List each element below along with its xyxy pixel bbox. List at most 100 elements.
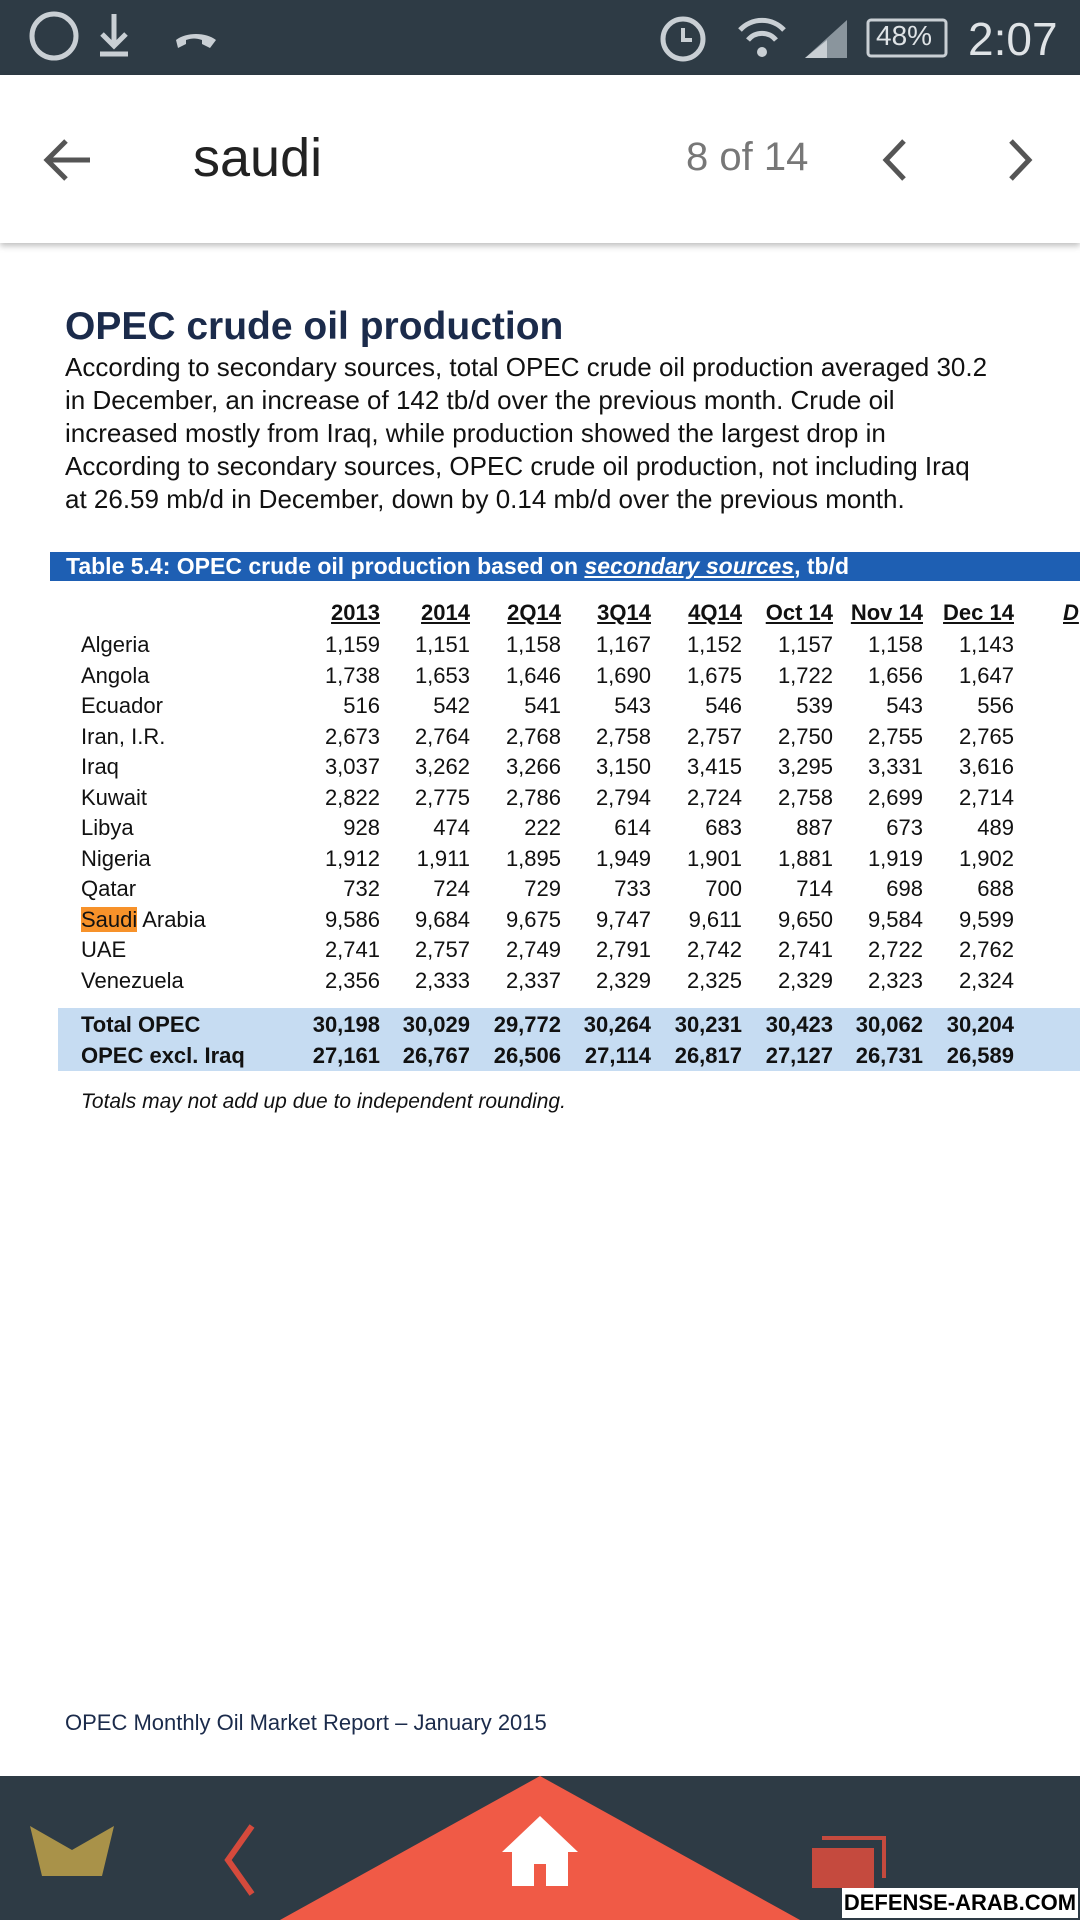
row-label: Libya bbox=[81, 815, 134, 840]
match-count: 8 of 14 bbox=[686, 135, 809, 179]
row-label: Kuwait bbox=[81, 784, 148, 810]
cell: 9,675 bbox=[505, 906, 561, 932]
cell: 2,762 bbox=[958, 937, 1014, 962]
cell: 1,911 bbox=[416, 845, 470, 871]
paragraph-line: increased mostly from Iraq, while produc… bbox=[65, 418, 886, 448]
cell: 1,152 bbox=[686, 632, 742, 657]
battery-level: 48% bbox=[876, 20, 933, 51]
row-name: OPEC excl. Iraq bbox=[81, 1043, 245, 1069]
cell: 1,722 bbox=[777, 662, 833, 688]
cell: 2,765 bbox=[958, 723, 1014, 749]
search-highlight: Saudi bbox=[81, 906, 138, 932]
nav-bar: DEFENSE-ARAB.COM bbox=[0, 1776, 1080, 1920]
previous-match[interactable] bbox=[880, 137, 910, 183]
row-name: Iraq bbox=[81, 754, 119, 780]
cell: 2,775 bbox=[414, 784, 470, 810]
column-header: 2014 bbox=[421, 600, 470, 625]
cell: 729 bbox=[524, 876, 561, 901]
cell: 2,673 bbox=[324, 723, 380, 749]
table-note: Totals may not add up due to independent… bbox=[81, 1090, 566, 1113]
cell: 1,895 bbox=[505, 845, 561, 871]
cell: 2,742 bbox=[686, 937, 742, 962]
cell: 2,750 bbox=[777, 723, 833, 749]
cell: 1,653 bbox=[414, 662, 470, 688]
row-name: Venezuela bbox=[81, 968, 184, 994]
cell: 2,722 bbox=[867, 937, 923, 962]
cell: 733 bbox=[614, 876, 651, 901]
cell: 2,757 bbox=[686, 723, 742, 749]
row-name: UAE bbox=[81, 937, 126, 963]
row-label: Iraq bbox=[81, 754, 119, 779]
cell: 714 bbox=[796, 876, 833, 901]
cell: 1,901 bbox=[686, 845, 742, 871]
cell: 724 bbox=[433, 876, 470, 901]
cell: 26,731 bbox=[855, 1043, 923, 1068]
cell: 516 bbox=[343, 693, 380, 718]
table-title-unit: , tb/d bbox=[794, 553, 850, 579]
column-header: 3Q14 bbox=[597, 600, 651, 625]
paragraph-line: According to secondary sources, total OP… bbox=[65, 352, 988, 382]
cell: 1,158 bbox=[505, 632, 561, 657]
cell: 30,029 bbox=[402, 1012, 470, 1037]
column-header: 2Q14 bbox=[507, 600, 561, 625]
cell: 2,699 bbox=[867, 784, 923, 810]
cell: 1,881 bbox=[777, 845, 833, 871]
cell: 2,356 bbox=[324, 967, 380, 993]
cell: 9,650 bbox=[777, 906, 833, 932]
row-name: Nigeria bbox=[81, 846, 151, 872]
row-label: Venezuela bbox=[81, 967, 184, 993]
row-name: Total OPEC bbox=[81, 1012, 200, 1038]
cell: 30,264 bbox=[583, 1012, 651, 1037]
cell: 9,611 bbox=[688, 906, 742, 932]
column-header: 4Q14 bbox=[688, 600, 742, 625]
row-name: Libya bbox=[81, 815, 134, 841]
cell: 3,331 bbox=[867, 754, 923, 779]
cell: 1,646 bbox=[505, 662, 561, 688]
row-label: Iran, I.R. bbox=[81, 723, 166, 749]
row-label: Ecuador bbox=[81, 693, 163, 718]
cell: 542 bbox=[433, 693, 470, 718]
cell: 2,329 bbox=[777, 967, 833, 993]
cell: 2,822 bbox=[324, 784, 380, 810]
cell: 887 bbox=[796, 815, 833, 840]
cell: 1,158 bbox=[867, 632, 923, 657]
cell: 9,684 bbox=[414, 906, 470, 932]
row-name: Saudi Arabia bbox=[81, 906, 206, 933]
cell: 3,266 bbox=[505, 754, 561, 779]
cell: 30,204 bbox=[946, 1012, 1014, 1037]
next-match[interactable] bbox=[1005, 137, 1035, 183]
cell: 698 bbox=[886, 876, 923, 901]
column-header: Nov 14 bbox=[850, 600, 923, 625]
doc-footer: OPEC Monthly Oil Market Report – January… bbox=[65, 1710, 547, 1735]
cell: 1,647 bbox=[958, 662, 1014, 688]
cell: 1,159 bbox=[324, 632, 380, 657]
column-header: 2013 bbox=[331, 600, 380, 625]
row-label: Algeria bbox=[81, 632, 150, 657]
back-key[interactable] bbox=[224, 1824, 255, 1896]
cell: 9,584 bbox=[867, 906, 923, 932]
cell: 673 bbox=[886, 815, 923, 840]
cell: 1,167 bbox=[595, 632, 651, 657]
cell: 26,506 bbox=[493, 1043, 561, 1068]
cell: 30,062 bbox=[855, 1012, 923, 1037]
back-button[interactable] bbox=[40, 135, 100, 185]
cell: 2,714 bbox=[958, 784, 1014, 810]
table-title-link: secondary sources bbox=[584, 553, 795, 579]
cell: 3,295 bbox=[777, 754, 833, 779]
cell: 30,231 bbox=[674, 1012, 742, 1037]
search-query[interactable]: saudi bbox=[193, 128, 323, 188]
cell: 2,794 bbox=[595, 784, 651, 810]
row-label: Angola bbox=[81, 662, 150, 688]
cell: 26,589 bbox=[946, 1043, 1014, 1068]
cell: 27,161 bbox=[312, 1043, 380, 1068]
row-name: Kuwait bbox=[81, 785, 147, 811]
table-title-text: Table 5.4: OPEC crude oil production bas… bbox=[66, 553, 579, 579]
cell: 2,758 bbox=[777, 784, 833, 810]
search-bar: saudi 8 of 14 bbox=[0, 75, 1080, 243]
cell: 1,912 bbox=[324, 845, 380, 871]
cell: 2,329 bbox=[595, 967, 651, 993]
cell: 26,767 bbox=[402, 1043, 470, 1068]
paragraph-line: According to secondary sources, OPEC cru… bbox=[65, 451, 970, 481]
cell: 474 bbox=[433, 815, 470, 840]
